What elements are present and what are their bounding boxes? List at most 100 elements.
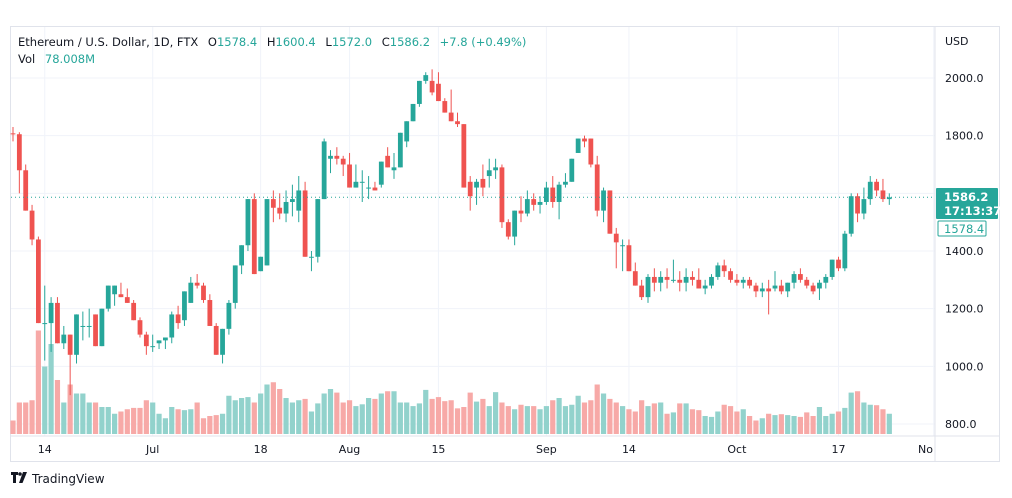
symbol-title[interactable]: Ethereum / U.S. Dollar, 1D, FTX [18,35,199,49]
volume-bar [226,395,232,434]
price-tick-label: 2000.0 [945,72,984,85]
volume-bar [702,416,708,434]
volume-bar [99,407,105,434]
volume-bar [334,392,340,434]
change-value: +7.8 (+0.49%) [439,35,527,49]
volume-bar [80,393,86,434]
candle-body [886,197,892,200]
volume-bar [156,413,162,434]
candle-body [169,314,175,338]
volume-bar [480,398,486,434]
volume-bar [86,402,92,434]
candle-body [632,271,638,286]
candles [10,69,892,396]
candle-body [874,181,879,191]
candle-body [194,282,200,286]
candle-body [29,210,35,240]
volume-bar [708,416,715,434]
volume-bar [772,415,778,434]
volume-bar [321,393,327,434]
candle-body [283,201,289,214]
volume-bar [664,413,670,434]
volume-bar [207,416,213,434]
candle-body [302,190,308,257]
candle-body [112,285,117,295]
tradingview-logo[interactable]: TradingView [11,472,105,486]
candle-body [848,196,854,234]
price-tick-labels: 2000.0 1800.0 1400.0 1200.0 1000.0 800.0 [945,72,984,431]
candle-body [245,199,251,246]
candle-body [163,337,168,341]
volume-bar [677,403,683,434]
volume-bar [524,406,530,434]
volume-bar [372,398,378,434]
volume-bar [296,400,302,434]
volume-bar [454,408,461,434]
volume-bar [353,406,359,434]
volume-bar [391,391,397,434]
volume-bar [880,409,886,434]
volume-bar [270,382,276,434]
volume-bar [753,420,759,434]
volume-bar [378,393,384,434]
open-value: 1578.4 [216,35,258,49]
volume-bar [239,398,245,434]
candle-body [36,239,41,324]
volume-bar [442,401,448,434]
candle-body [410,103,416,122]
candle-body [798,274,803,280]
low-value: 1572.0 [331,35,373,49]
volume-bar [143,400,149,434]
volume-bar [232,400,238,434]
time-tick-label: No [918,443,933,456]
volume-bar [575,395,581,434]
chart-legend: Ethereum / U.S. Dollar, 1D, FTX O1578.4 … [18,34,526,68]
candle-body [778,285,784,292]
price-axis[interactable]: USD 2000.01800.01400.01200.01000.0800.0 … [934,26,1001,462]
volume-bar [264,384,270,434]
open-label: O [207,35,217,49]
candle-body [61,334,67,344]
volume-label: Vol [18,52,36,66]
volume-bar [258,393,264,434]
volume-bar [867,404,873,434]
volume-bar [734,411,740,434]
candle-body [131,302,137,321]
grid-lines [11,27,935,436]
volume-bar [315,403,321,434]
candle-body [810,285,816,292]
candle-body [683,276,689,283]
volume-bar [607,398,613,434]
volume-bar [594,384,600,434]
volume-bar [73,393,80,434]
time-tick-label: Jul [145,443,159,456]
time-tick-label: Sep [536,443,557,456]
candle-body [340,158,346,165]
volume-bar [200,418,207,434]
volume-bar [467,392,473,434]
candle-body [709,276,714,286]
candle-body [321,141,327,200]
candle-body [620,245,625,247]
high-label: H [266,35,276,49]
volume-bar [340,402,346,434]
candle-body [880,190,886,200]
candle-body [188,282,194,303]
time-axis[interactable]: 14 Jul 18 Aug 15 Sep 14 Oct 17 No [38,443,933,456]
volume-bar [137,407,143,434]
volume-bar [645,406,651,434]
candle-body [588,138,594,165]
candle-body [601,190,606,211]
volume-bar [283,398,289,434]
candle-body [455,121,460,125]
volume-bar [766,413,772,434]
candle-body [563,181,568,185]
candle-body [270,199,276,208]
candle-body [499,167,505,223]
volume-bar [543,406,549,434]
candle-body [220,328,225,355]
close-value: 1586.2 [389,35,431,49]
volume-bar [131,407,137,434]
candle-body [664,276,670,280]
